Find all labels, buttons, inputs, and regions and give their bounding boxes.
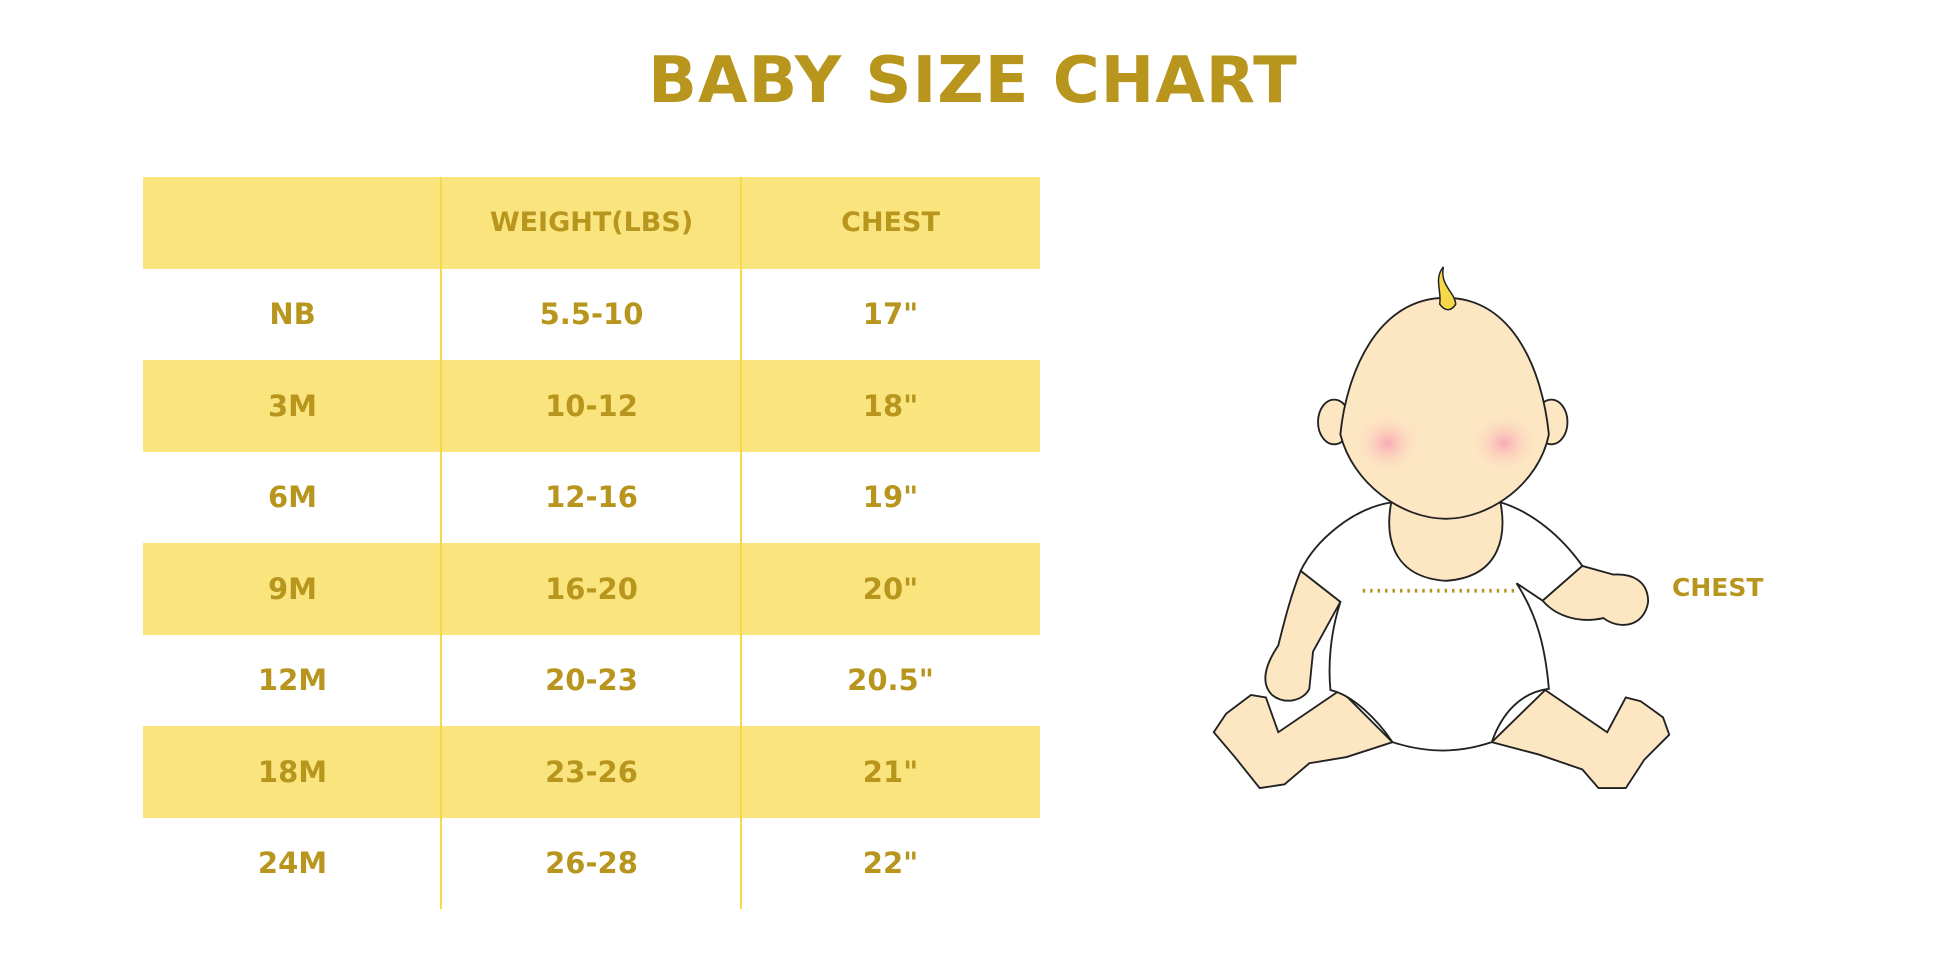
chest-cell: 17" <box>862 297 919 332</box>
table-row: 6M 12-16 19" <box>143 452 1040 544</box>
size-table: WEIGHT(LBS) CHEST NB 5.5-10 17" 3M 10-12… <box>143 177 1040 909</box>
weight-cell: 10-12 <box>545 388 638 423</box>
header-weight: WEIGHT(LBS) <box>489 207 694 239</box>
table-row: 24M 26-28 22" <box>143 818 1040 910</box>
chest-cell: 18" <box>862 388 919 423</box>
header-chest: CHEST <box>841 207 940 239</box>
table-row: 3M 10-12 18" <box>143 360 1040 452</box>
table-row: NB 5.5-10 17" <box>143 269 1040 361</box>
size-cell: 18M <box>257 754 328 789</box>
column-divider <box>440 177 442 909</box>
cheek-blush <box>1469 412 1539 475</box>
chest-cell: 19" <box>862 480 919 515</box>
weight-cell: 16-20 <box>545 571 638 606</box>
table-row: 9M 16-20 20" <box>143 543 1040 635</box>
hair-curl <box>1437 266 1457 311</box>
size-cell: 6M <box>267 480 318 515</box>
weight-cell: 12-16 <box>545 480 638 515</box>
chest-label: CHEST <box>1672 573 1764 602</box>
size-cell: 9M <box>267 571 318 606</box>
table-row: 18M 23-26 21" <box>143 726 1040 818</box>
chest-cell: 22" <box>862 846 919 881</box>
size-cell: 12M <box>257 663 328 698</box>
chest-cell: 20.5" <box>847 663 934 698</box>
table-row: 12M 20-23 20.5" <box>143 635 1040 727</box>
size-cell: 3M <box>267 388 318 423</box>
weight-cell: 5.5-10 <box>539 297 644 332</box>
size-cell: NB <box>269 297 316 332</box>
column-divider <box>740 177 742 909</box>
page-title: BABY SIZE CHART <box>648 44 1298 118</box>
cheek-blush <box>1352 412 1423 475</box>
weight-cell: 23-26 <box>545 754 638 789</box>
table-header-row: WEIGHT(LBS) CHEST <box>143 177 1040 269</box>
chest-cell: 21" <box>862 754 919 789</box>
baby-figure <box>1212 296 1671 790</box>
size-cell: 24M <box>257 846 328 881</box>
chest-cell: 20" <box>862 571 919 606</box>
weight-cell: 20-23 <box>545 663 638 698</box>
weight-cell: 26-28 <box>545 846 638 881</box>
